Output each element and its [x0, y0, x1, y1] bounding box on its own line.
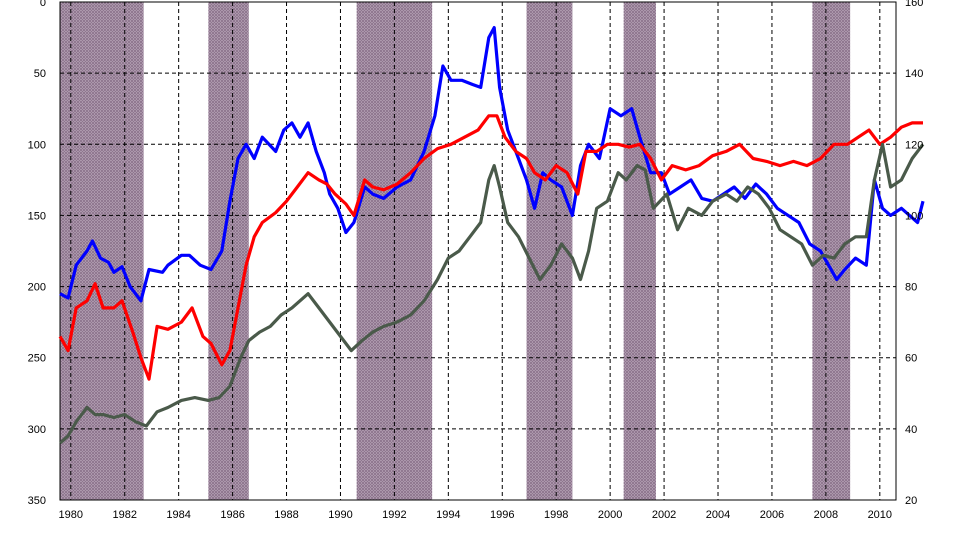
left-tick-label-0: 0 [40, 0, 46, 9]
shaded-period-4 [526, 2, 573, 500]
left-tick-label-4: 200 [28, 282, 46, 294]
right-tick-label-5: 60 [905, 353, 917, 365]
x-tick-label-7: 1994 [436, 509, 460, 521]
left-tick-label-7: 350 [28, 495, 46, 507]
right-y-axis: 160 140 120 100 80 60 40 20 [905, 0, 923, 507]
x-tick-label-13: 2006 [760, 509, 784, 521]
recession-shading [60, 2, 851, 500]
series-line-3 [58, 142, 925, 445]
x-tick-label-8: 1996 [490, 509, 514, 521]
left-tick-label-3: 150 [28, 210, 46, 222]
right-tick-label-7: 20 [905, 495, 917, 507]
right-tick-label-3: 100 [905, 210, 923, 222]
series-line-1 [59, 26, 925, 303]
x-tick-label-9: 1998 [544, 509, 568, 521]
grid-lines [60, 2, 896, 500]
plot-frame [59, 1, 897, 501]
right-tick-label-2: 120 [905, 139, 923, 151]
x-tick-label-5: 1990 [328, 509, 352, 521]
x-tick-label-3: 1986 [220, 509, 244, 521]
left-tick-label-2: 100 [28, 139, 46, 151]
shaded-period-5 [623, 2, 656, 500]
left-y-axis: 0 50 100 150 200 250 300 350 [28, 0, 46, 507]
right-tick-label-6: 40 [905, 424, 917, 436]
shaded-period-2 [208, 2, 249, 500]
x-tick-label-0: 1980 [59, 509, 83, 521]
right-tick-label-4: 80 [905, 282, 917, 294]
series-lines [58, 26, 925, 445]
x-tick-label-15: 2010 [868, 509, 892, 521]
right-tick-label-0: 160 [905, 0, 923, 9]
x-tick-label-10: 2000 [598, 509, 622, 521]
left-tick-label-5: 250 [28, 353, 46, 365]
x-tick-label-14: 2008 [814, 509, 838, 521]
x-tick-label-11: 2002 [652, 509, 676, 521]
right-tick-label-1: 140 [905, 68, 923, 80]
x-tick-label-4: 1988 [274, 509, 298, 521]
x-tick-label-1: 1982 [112, 509, 136, 521]
left-tick-label-1: 50 [34, 68, 46, 80]
x-tick-label-2: 1984 [166, 509, 190, 521]
x-tick-label-6: 1992 [382, 509, 406, 521]
x-tick-label-12: 2004 [706, 509, 730, 521]
left-tick-label-6: 300 [28, 424, 46, 436]
series-line-2 [58, 114, 923, 381]
x-axis: 1980 1982 1984 1986 1988 1990 1992 1994 1996 1998… [59, 509, 893, 521]
